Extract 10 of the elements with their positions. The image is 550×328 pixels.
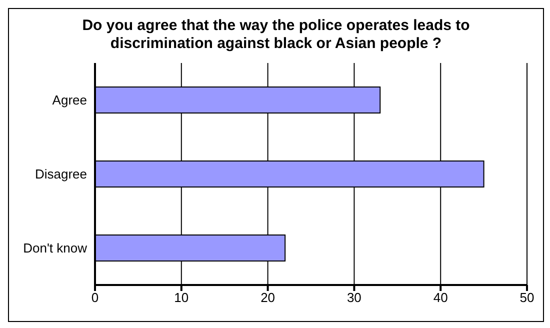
x-tick-label: 20 bbox=[260, 290, 276, 306]
x-tick-label: 30 bbox=[346, 290, 362, 306]
y-tick-label: Don't know bbox=[23, 240, 88, 256]
chart-title: Do you agree that the way the police operates leads to discrimination against black or Asian people ? bbox=[81, 16, 471, 53]
x-tick-label: 50 bbox=[520, 290, 534, 306]
y-tick-label: Agree bbox=[52, 92, 87, 108]
x-tick-label: 0 bbox=[91, 290, 99, 306]
x-tick-label: 10 bbox=[174, 290, 189, 306]
y-tick-label: Disagree bbox=[34, 166, 87, 182]
x-tick-label: 40 bbox=[433, 290, 448, 306]
